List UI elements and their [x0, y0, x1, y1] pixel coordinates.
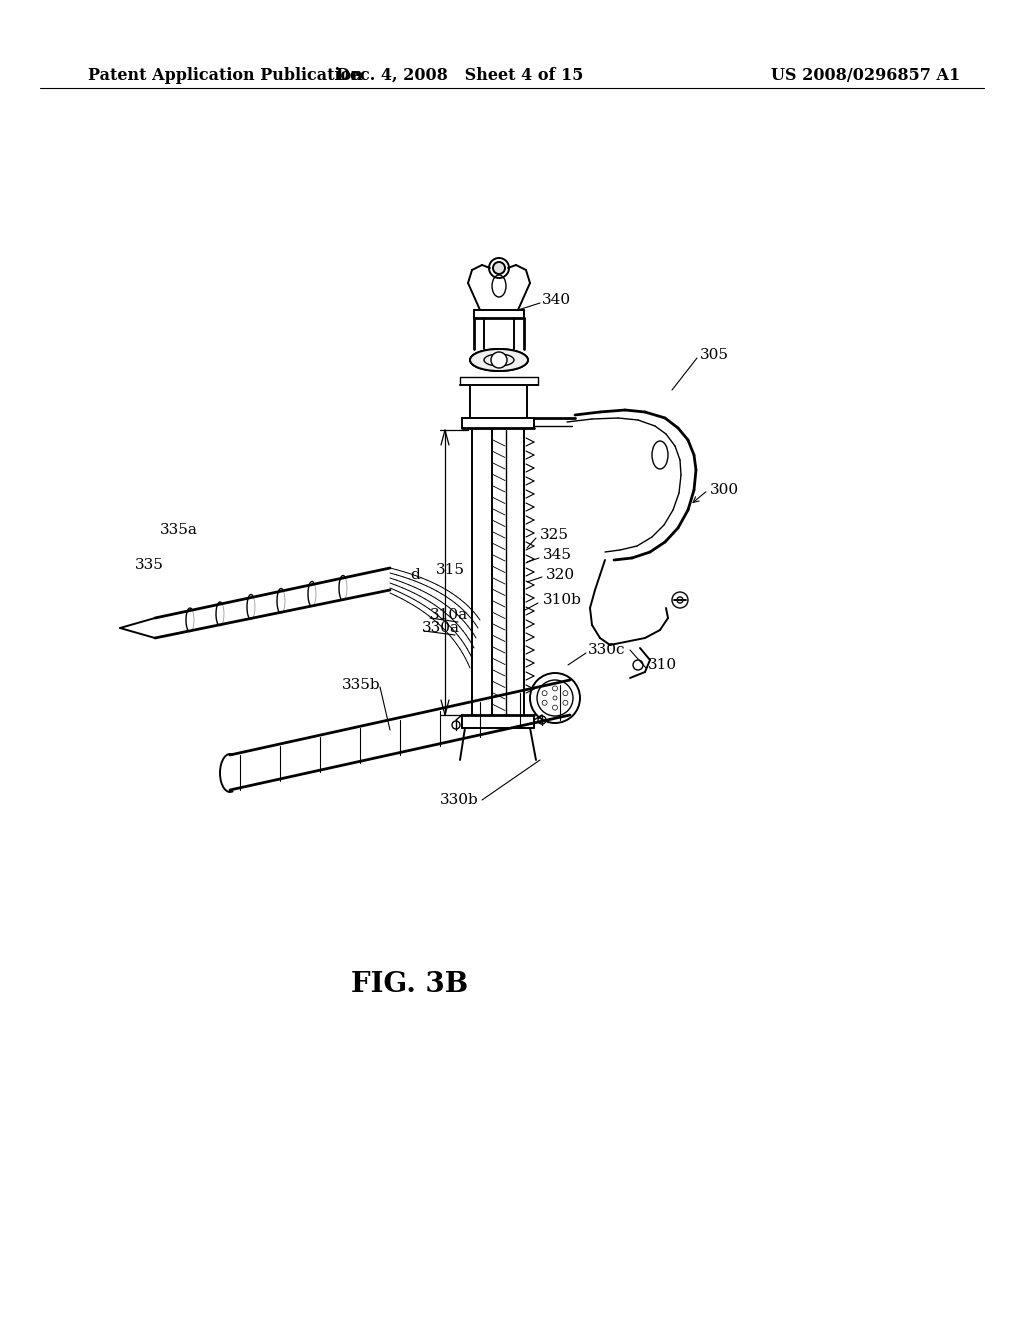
- Text: 335: 335: [135, 558, 164, 572]
- Text: 315: 315: [436, 564, 465, 577]
- Text: 310b: 310b: [543, 593, 582, 607]
- Circle shape: [563, 690, 568, 696]
- Ellipse shape: [470, 348, 528, 371]
- Circle shape: [542, 701, 547, 705]
- Text: 330b: 330b: [440, 793, 479, 807]
- Text: US 2008/0296857 A1: US 2008/0296857 A1: [771, 66, 961, 83]
- Text: 320: 320: [546, 568, 575, 582]
- Circle shape: [553, 686, 557, 690]
- Circle shape: [542, 690, 547, 696]
- Text: 325: 325: [540, 528, 569, 543]
- Text: 310a: 310a: [430, 609, 468, 622]
- Text: 305: 305: [700, 348, 729, 362]
- Circle shape: [553, 705, 557, 710]
- Circle shape: [493, 261, 505, 275]
- Text: 345: 345: [543, 548, 572, 562]
- Text: 335b: 335b: [342, 678, 381, 692]
- Text: Dec. 4, 2008   Sheet 4 of 15: Dec. 4, 2008 Sheet 4 of 15: [336, 66, 584, 83]
- Text: 335a: 335a: [160, 523, 198, 537]
- Text: d: d: [411, 568, 420, 582]
- Text: 310: 310: [648, 657, 677, 672]
- Circle shape: [563, 701, 568, 705]
- Text: FIG. 3B: FIG. 3B: [351, 972, 469, 998]
- Circle shape: [553, 696, 557, 700]
- Circle shape: [677, 597, 683, 603]
- Text: 300: 300: [710, 483, 739, 498]
- Text: Patent Application Publication: Patent Application Publication: [88, 66, 362, 83]
- Text: 340: 340: [542, 293, 571, 308]
- Text: 330a: 330a: [422, 620, 460, 635]
- Text: 330c: 330c: [588, 643, 626, 657]
- Circle shape: [490, 352, 507, 368]
